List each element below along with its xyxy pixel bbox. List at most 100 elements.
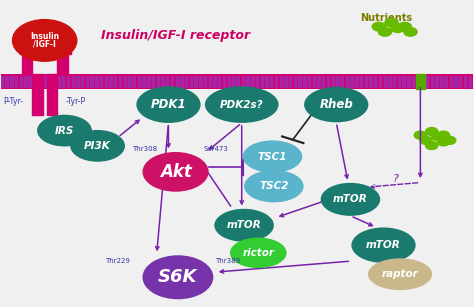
Text: Akt: Akt	[160, 163, 191, 181]
Ellipse shape	[205, 86, 279, 123]
Bar	[24, 76, 27, 87]
Bar	[388, 76, 391, 87]
Bar	[161, 76, 164, 87]
Bar	[180, 76, 182, 87]
Text: Rheb: Rheb	[319, 98, 353, 111]
Text: TSC1: TSC1	[258, 152, 287, 161]
Text: Thr389: Thr389	[215, 258, 240, 264]
Ellipse shape	[320, 183, 380, 216]
Circle shape	[385, 18, 398, 27]
Bar	[416, 74, 425, 89]
Circle shape	[12, 20, 77, 61]
Bar	[322, 76, 324, 87]
Bar	[119, 76, 121, 87]
Bar	[72, 76, 74, 87]
Bar	[270, 76, 273, 87]
Bar	[256, 76, 258, 87]
Bar	[303, 76, 306, 87]
Bar	[417, 76, 419, 87]
Ellipse shape	[351, 227, 416, 263]
Text: P-Tyr-: P-Tyr-	[3, 97, 23, 106]
Bar	[67, 76, 69, 87]
Bar	[209, 76, 211, 87]
Ellipse shape	[143, 255, 213, 299]
Text: Thr308: Thr308	[132, 146, 157, 152]
Circle shape	[444, 136, 456, 144]
Circle shape	[420, 136, 432, 144]
Bar	[232, 76, 235, 87]
Bar	[440, 76, 443, 87]
Bar	[464, 76, 466, 87]
Circle shape	[426, 142, 438, 150]
Bar	[57, 76, 60, 87]
Circle shape	[404, 28, 417, 36]
Text: -Tyr-P: -Tyr-P	[66, 97, 86, 106]
Bar	[265, 76, 268, 87]
Bar	[365, 76, 367, 87]
Bar	[19, 47, 71, 53]
Ellipse shape	[368, 258, 432, 290]
Bar	[251, 76, 254, 87]
Bar	[147, 76, 150, 87]
Bar	[76, 76, 79, 87]
Bar	[29, 76, 31, 87]
Bar	[308, 76, 310, 87]
Bar	[294, 76, 296, 87]
Bar	[166, 76, 168, 87]
Bar	[299, 76, 301, 87]
Ellipse shape	[137, 86, 201, 123]
Bar	[138, 76, 140, 87]
Bar	[436, 76, 438, 87]
Bar	[341, 76, 343, 87]
Bar	[114, 76, 117, 87]
Bar	[124, 76, 126, 87]
Bar	[62, 76, 64, 87]
Bar	[128, 76, 131, 87]
Bar	[346, 76, 348, 87]
Text: Nutrients: Nutrients	[360, 13, 412, 22]
Bar	[38, 76, 41, 87]
Text: Insulin: Insulin	[30, 32, 59, 41]
Bar	[421, 76, 424, 87]
Bar	[204, 76, 206, 87]
Bar	[459, 76, 462, 87]
Bar	[426, 76, 428, 87]
Bar	[383, 76, 386, 87]
Ellipse shape	[304, 87, 368, 122]
Bar	[289, 76, 292, 87]
Bar	[228, 76, 230, 87]
Bar	[445, 76, 447, 87]
Bar	[156, 76, 159, 87]
Bar	[242, 76, 244, 87]
Bar	[95, 76, 98, 87]
Text: TSC2: TSC2	[259, 181, 289, 191]
Bar	[412, 76, 414, 87]
Bar	[194, 76, 197, 87]
Bar	[133, 76, 136, 87]
Circle shape	[432, 133, 444, 141]
Ellipse shape	[214, 209, 274, 242]
Circle shape	[378, 28, 392, 36]
Bar	[331, 76, 334, 87]
Circle shape	[438, 138, 450, 146]
Text: S6K: S6K	[158, 268, 198, 286]
Bar	[450, 76, 452, 87]
Bar	[393, 76, 395, 87]
Bar	[81, 76, 83, 87]
Bar	[218, 76, 220, 87]
Bar	[53, 76, 55, 87]
Bar	[237, 76, 239, 87]
Bar	[431, 76, 433, 87]
Bar	[369, 76, 372, 87]
Bar	[48, 76, 50, 87]
Text: ?: ?	[393, 174, 399, 185]
Bar	[336, 76, 338, 87]
Bar	[185, 76, 187, 87]
Bar	[374, 76, 376, 87]
Text: mTOR: mTOR	[227, 220, 262, 230]
Bar	[109, 76, 112, 87]
Bar	[0, 74, 474, 89]
Bar	[91, 76, 93, 87]
Bar	[105, 76, 107, 87]
Bar	[32, 74, 43, 115]
